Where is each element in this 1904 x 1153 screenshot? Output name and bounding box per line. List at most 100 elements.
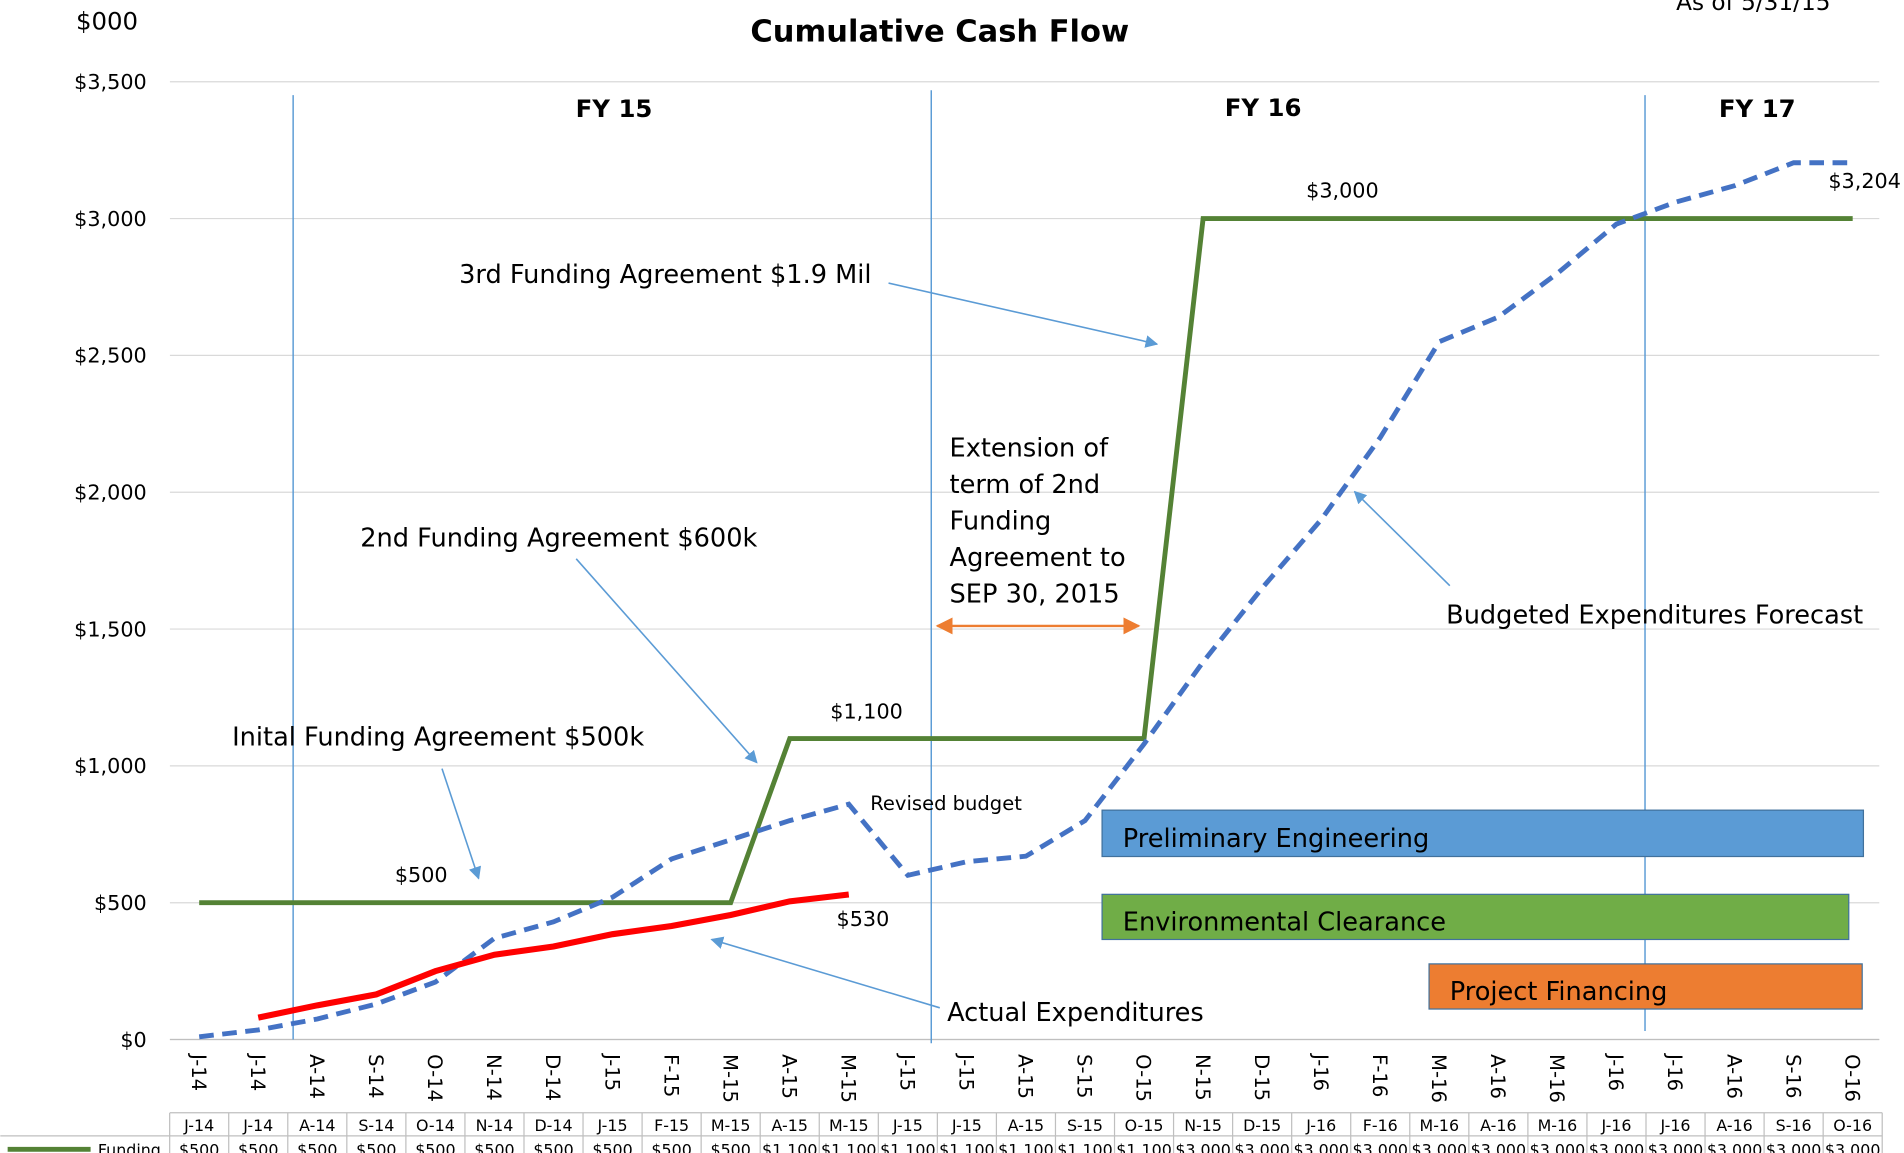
annotation: Revised budget <box>870 792 1022 815</box>
table-value: $3,000 <box>1293 1140 1349 1153</box>
table-value: $500 <box>238 1140 278 1153</box>
table-value: $3,000 <box>1648 1140 1704 1153</box>
phase-bar <box>1101 893 1850 941</box>
table-header: A-15 <box>772 1116 808 1135</box>
table-header: O-14 <box>416 1116 455 1135</box>
table-header: M-16 <box>1420 1116 1460 1135</box>
table-header: J-15 <box>892 1116 923 1135</box>
table-header: A-14 <box>299 1116 335 1135</box>
table-header: M-15 <box>711 1116 751 1135</box>
y-tick-label: $2,000 <box>74 481 147 505</box>
table-header: N-14 <box>476 1116 514 1135</box>
x-tick-label: N-14 <box>482 1054 505 1100</box>
x-tick-label: J-14 <box>187 1052 210 1091</box>
table-value: $500 <box>356 1140 396 1153</box>
series-annotation: Budgeted Expenditures Forecast <box>1446 600 1863 630</box>
table-value: $1,100 <box>821 1140 877 1153</box>
data-label: $3,000 <box>1306 179 1379 203</box>
table-value: $3,000 <box>1766 1140 1822 1153</box>
x-tick-label: F-15 <box>659 1054 682 1097</box>
phase-bar <box>1428 963 1863 1010</box>
table-value: $500 <box>592 1140 632 1153</box>
table-header: S-15 <box>1067 1116 1103 1135</box>
x-tick-label: O-14 <box>423 1054 446 1102</box>
table-header: J-14 <box>183 1116 214 1135</box>
x-tick-label: J-15 <box>896 1052 919 1091</box>
extension-note: Agreement to <box>950 543 1126 573</box>
fiscal-year: FY 17 <box>1719 94 1796 123</box>
table-header: J-16 <box>1305 1116 1336 1135</box>
series-annotation: Actual Expenditures <box>947 998 1204 1028</box>
table-value: $3,000 <box>1175 1140 1231 1153</box>
table-value: $1,100 <box>998 1140 1054 1153</box>
table-value: $500 <box>474 1140 514 1153</box>
table-header: A-16 <box>1480 1116 1516 1135</box>
table-header: D-14 <box>534 1116 572 1135</box>
data-label: $3,204 <box>1828 169 1901 193</box>
x-tick-label: M-15 <box>718 1054 741 1103</box>
y-tick-label: $2,500 <box>74 344 147 368</box>
annotation: Inital Funding Agreement $500k <box>232 722 644 752</box>
x-tick-label: M-16 <box>1545 1054 1568 1103</box>
x-tick-label: J-16 <box>1663 1052 1686 1091</box>
fy-dividers <box>292 90 1646 1044</box>
extension-note: Extension of <box>950 433 1110 463</box>
table-header: F-16 <box>1363 1116 1398 1135</box>
table-value: $1,100 <box>880 1140 936 1153</box>
phase-label: Project Financing <box>1450 977 1668 1007</box>
series-line <box>199 216 1853 906</box>
arrow <box>888 282 1159 348</box>
table-value: $500 <box>710 1140 750 1153</box>
table-header: M-15 <box>829 1116 869 1135</box>
table-header: A-15 <box>1008 1116 1044 1135</box>
x-tick-label: J-16 <box>1309 1052 1332 1091</box>
phase-label: Preliminary Engineering <box>1123 824 1429 854</box>
extension-note: Funding <box>950 507 1052 537</box>
table-value: $3,000 <box>1707 1140 1763 1153</box>
y-tick-label: $1,500 <box>74 617 147 641</box>
table-value: $500 <box>415 1140 455 1153</box>
x-tick-label: A-16 <box>1486 1054 1509 1099</box>
table-header: O-16 <box>1833 1116 1872 1135</box>
table-header: N-15 <box>1184 1116 1222 1135</box>
y-tick-label: $0 <box>120 1028 146 1052</box>
table-header: J-15 <box>597 1116 628 1135</box>
table-header: D-15 <box>1243 1116 1281 1135</box>
table-value: $500 <box>297 1140 337 1153</box>
x-tick-label: M-15 <box>836 1054 859 1103</box>
x-tick-label: D-14 <box>541 1054 564 1101</box>
x-tick-label: A-15 <box>777 1054 800 1099</box>
table-value: $3,000 <box>1589 1140 1645 1153</box>
phase-bar <box>1101 809 1865 858</box>
extension-note: term of 2nd <box>950 470 1101 500</box>
annotation: 3rd Funding Agreement $1.9 Mil <box>459 260 871 290</box>
table-value: $3,000 <box>1530 1140 1586 1153</box>
table-header: J-16 <box>1660 1116 1691 1135</box>
data-label: $1,100 <box>830 700 903 724</box>
data-label: $530 <box>837 907 890 931</box>
table-header: J-16 <box>1600 1116 1631 1135</box>
x-tick-label: F-16 <box>1368 1054 1391 1097</box>
table-header: S-14 <box>358 1116 394 1135</box>
annotation: 2nd Funding Agreement $600k <box>360 524 757 554</box>
table-value: $3,000 <box>1412 1140 1468 1153</box>
extension-note: SEP 30, 2015 <box>950 580 1120 610</box>
x-tick-label: J-14 <box>246 1052 269 1091</box>
x-tick-label: S-15 <box>1073 1054 1096 1098</box>
arrow <box>710 936 941 1009</box>
table-header: O-15 <box>1125 1116 1164 1135</box>
table-value: $500 <box>651 1140 691 1153</box>
x-tick-label: S-16 <box>1781 1054 1804 1098</box>
table-value: $1,100 <box>1057 1140 1113 1153</box>
y-unit: $000 <box>76 6 138 35</box>
table-value: $1,100 <box>762 1140 818 1153</box>
arrow <box>575 558 758 764</box>
table-value: $3,000 <box>1471 1140 1527 1153</box>
arrow <box>441 768 482 880</box>
series-line <box>198 160 1853 1040</box>
as-of: As of 5/31/15 <box>1676 0 1830 16</box>
table-value: $3,000 <box>1825 1140 1881 1153</box>
x-tick-label: M-16 <box>1427 1054 1450 1103</box>
y-tick-label: $1,000 <box>74 754 147 778</box>
